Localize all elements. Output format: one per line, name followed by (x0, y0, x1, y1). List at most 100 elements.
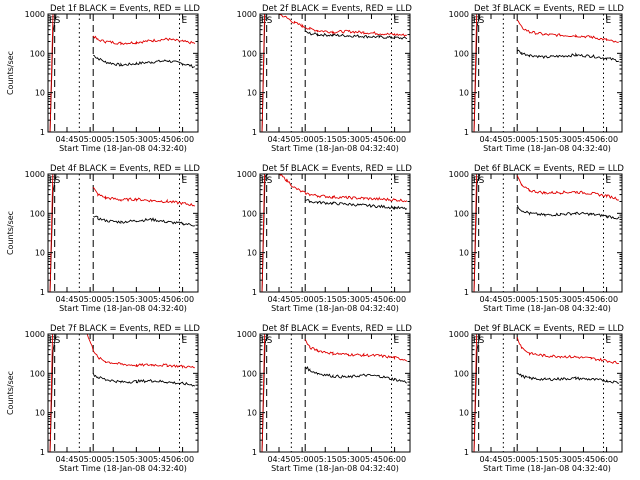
marker-e-label: E (394, 16, 400, 26)
marker-e-label: E (606, 336, 612, 346)
marker-e-label: E (394, 336, 400, 346)
chart-title: Det 6f BLACK = Events, RED = LLD (474, 164, 624, 174)
y-tick-label: 100 (30, 49, 45, 58)
chart-panel-2: Det 2f BLACK = Events, RED = LLD ES E 1 10 10… (237, 4, 413, 153)
y-tick-label: 10 (459, 409, 469, 418)
x-tick-label: 04:45 (479, 455, 502, 464)
marker-es-label: ES (261, 336, 273, 346)
y-tick-label: 1000 (449, 330, 469, 339)
x-tick-label: 06:00 (171, 295, 194, 304)
x-tick-label: 05:00 (291, 135, 314, 144)
y-tick-label: 1000 (237, 170, 257, 179)
x-axis-label: Start Time (18-Jan-08 04:32:40) (59, 304, 187, 313)
series-line-lld (49, 14, 196, 132)
series-line-lld (473, 174, 619, 292)
chart-panel-5: Det 5f BLACK = Events, RED = LLD ES E 1 10 10… (237, 164, 413, 313)
series-line-lld (261, 174, 408, 292)
chart-panel-3: Det 3f BLACK = Events, RED = LLD ES E 1 10 10… (449, 4, 625, 153)
x-tick-label: 06:00 (383, 455, 406, 464)
marker-e-label: E (182, 16, 188, 26)
series-line-lld (261, 334, 408, 452)
y-tick-label: 100 (454, 369, 469, 378)
y-tick-label: 100 (242, 49, 257, 58)
y-tick-label: 1 (40, 288, 45, 297)
x-axis-label: Start Time (18-Jan-08 04:32:40) (59, 144, 187, 153)
x-tick-label: 04:45 (479, 295, 502, 304)
chart-title: Det 2f BLACK = Events, RED = LLD (262, 4, 412, 14)
x-axis-label: Start Time (18-Jan-08 04:32:40) (483, 304, 611, 313)
chart-title: Det 3f BLACK = Events, RED = LLD (474, 4, 624, 14)
y-tick-label: 1 (252, 448, 257, 457)
x-axis-label: Start Time (18-Jan-08 04:32:40) (271, 144, 399, 153)
y-tick-label: 100 (30, 369, 45, 378)
chart-panel-8: Det 8f BLACK = Events, RED = LLD ES E 1 10 10… (237, 324, 413, 473)
x-tick-label: 05:45 (572, 135, 595, 144)
x-tick-label: 05:30 (549, 135, 572, 144)
x-tick-label: 04:45 (267, 295, 290, 304)
x-tick-label: 05:30 (337, 295, 360, 304)
x-tick-label: 05:15 (314, 455, 337, 464)
x-tick-label: 05:45 (360, 455, 383, 464)
chart-panel-6: Det 6f BLACK = Events, RED = LLD ES E 1 10 10… (449, 164, 625, 313)
chart-title: Det 8f BLACK = Events, RED = LLD (262, 324, 412, 334)
y-tick-label: 1000 (449, 170, 469, 179)
x-tick-label: 05:45 (360, 135, 383, 144)
marker-e-label: E (606, 176, 612, 186)
x-tick-label: 05:30 (337, 135, 360, 144)
plot-frame (259, 333, 411, 453)
y-tick-label: 1000 (449, 10, 469, 19)
marker-es-label: ES (261, 16, 273, 26)
plot-frame (47, 333, 199, 453)
x-tick-label: 05:30 (125, 455, 148, 464)
x-tick-label: 05:00 (79, 455, 102, 464)
x-axis-label: Start Time (18-Jan-08 04:32:40) (483, 144, 611, 153)
x-tick-label: 06:00 (383, 135, 406, 144)
plot-frame (471, 333, 623, 453)
y-tick-label: 10 (247, 89, 257, 98)
series-line-lld (473, 14, 620, 132)
y-tick-label: 1 (464, 128, 469, 137)
series-line-lld (49, 174, 196, 292)
x-tick-label: 05:15 (102, 295, 125, 304)
plot-frame (259, 173, 411, 293)
y-tick-label: 1 (252, 288, 257, 297)
x-tick-label: 05:45 (148, 455, 171, 464)
marker-es-label: ES (473, 176, 485, 186)
x-tick-label: 05:00 (79, 135, 102, 144)
x-tick-label: 05:15 (526, 135, 549, 144)
y-tick-label: 10 (459, 249, 469, 258)
x-tick-label: 04:45 (479, 135, 502, 144)
y-tick-label: 1000 (25, 330, 45, 339)
y-tick-label: 10 (247, 249, 257, 258)
x-axis-label: Start Time (18-Jan-08 04:32:40) (59, 464, 187, 473)
x-axis-label: Start Time (18-Jan-08 04:32:40) (271, 464, 399, 473)
x-tick-label: 06:00 (171, 455, 194, 464)
x-axis-label: Start Time (18-Jan-08 04:32:40) (271, 304, 399, 313)
series-line-lld (261, 14, 408, 132)
x-tick-label: 05:00 (79, 295, 102, 304)
y-tick-label: 1 (464, 448, 469, 457)
chart-title: Det 4f BLACK = Events, RED = LLD (50, 164, 200, 174)
y-tick-label: 10 (35, 249, 45, 258)
x-tick-label: 05:30 (549, 455, 572, 464)
y-tick-label: 1 (40, 128, 45, 137)
y-tick-label: 100 (30, 209, 45, 218)
y-tick-label: 100 (454, 209, 469, 218)
x-tick-label: 06:00 (595, 295, 618, 304)
x-axis-label: Start Time (18-Jan-08 04:32:40) (483, 464, 611, 473)
y-tick-label: 1000 (25, 10, 45, 19)
y-tick-label: 1000 (237, 330, 257, 339)
x-tick-label: 05:15 (314, 295, 337, 304)
y-tick-label: 1 (40, 448, 45, 457)
y-axis-label: Counts/sec (6, 371, 15, 415)
plot-frame (471, 13, 623, 133)
y-tick-label: 10 (35, 89, 45, 98)
x-tick-label: 06:00 (383, 295, 406, 304)
x-tick-label: 06:00 (171, 135, 194, 144)
x-tick-label: 05:45 (360, 295, 383, 304)
chart-title: Det 1f BLACK = Events, RED = LLD (50, 4, 200, 14)
plot-frame (47, 173, 199, 293)
x-tick-label: 04:45 (55, 455, 78, 464)
